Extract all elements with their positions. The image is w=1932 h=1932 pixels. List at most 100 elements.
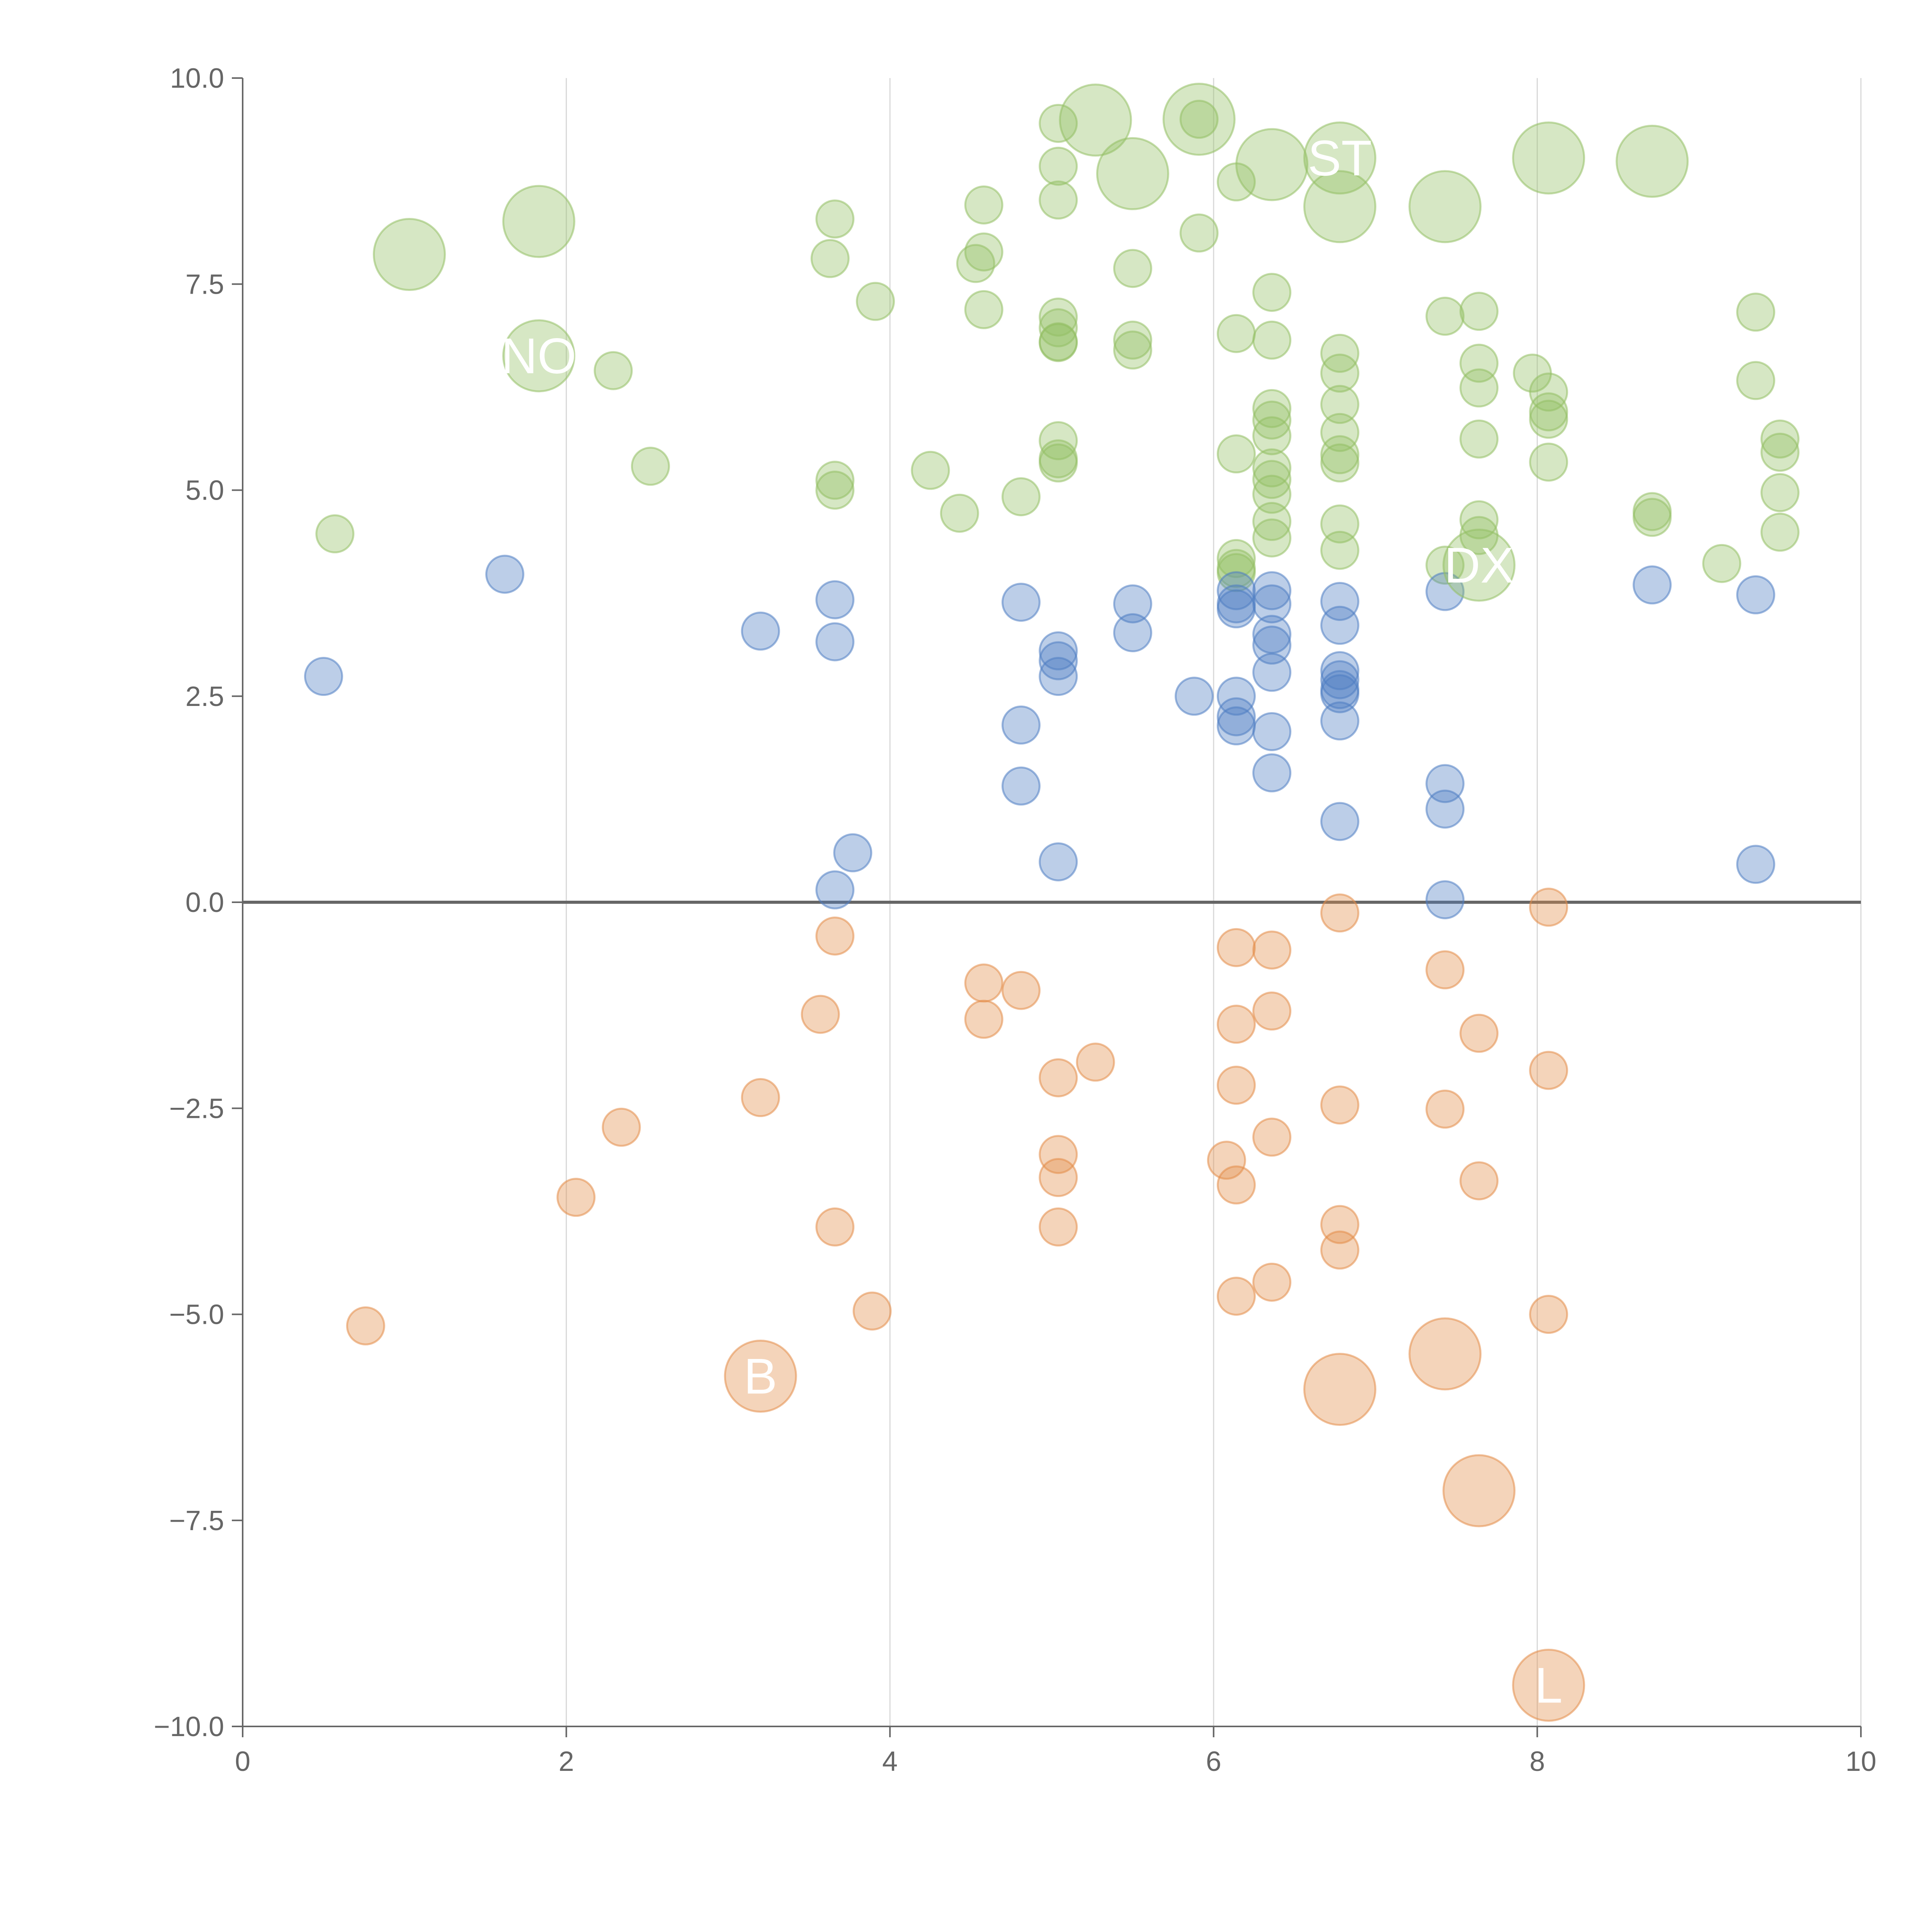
data-point-middle: [1320, 701, 1359, 741]
data-point-middle: [1216, 677, 1256, 716]
data-point-middle: [1001, 705, 1041, 745]
data-point-middle: [485, 554, 524, 594]
x-tick-label: 10: [1845, 1746, 1876, 1777]
data-point-negative: [852, 1291, 892, 1331]
data-point-negative: [1216, 1165, 1256, 1205]
y-tick-label: 5.0: [185, 475, 224, 506]
data-point-middle: [1736, 575, 1776, 614]
y-tick-label: 2.5: [185, 681, 224, 712]
bubbles-layer: [304, 100, 1800, 1345]
x-tick-label: 6: [1206, 1746, 1221, 1777]
data-point-middle: [1216, 706, 1256, 746]
x-tick-label: 2: [559, 1746, 574, 1777]
data-point-negative: [1076, 1043, 1115, 1082]
bubble-label: NO: [501, 328, 577, 384]
data-point-middle: [1252, 712, 1292, 751]
data-point-middle: [1039, 657, 1078, 696]
data-point-negative: [1216, 1066, 1256, 1105]
data-point-negative: [1252, 930, 1292, 970]
data-point-middle: [1252, 584, 1292, 624]
data-point-positive: [1702, 544, 1742, 583]
highlight-point-positive: [1059, 83, 1132, 157]
bubble-label: ST: [1308, 130, 1372, 186]
y-tick-label: −2.5: [169, 1093, 224, 1124]
data-point-positive: [1459, 500, 1499, 539]
y-tick-label: −10.0: [154, 1711, 224, 1742]
data-point-negative: [1001, 971, 1041, 1010]
data-point-positive: [1320, 531, 1359, 570]
data-point-negative: [815, 916, 855, 956]
highlight-point-negative: [1408, 1317, 1482, 1391]
data-point-middle: [1039, 641, 1078, 680]
data-point-negative: [1320, 893, 1359, 933]
x-tick-label: 4: [882, 1746, 898, 1777]
data-point-positive: [964, 185, 1003, 224]
data-point-positive: [815, 471, 855, 510]
data-point-positive: [1001, 477, 1041, 517]
data-point-positive: [911, 451, 950, 490]
data-point-middle: [815, 622, 855, 662]
data-point-negative: [556, 1178, 596, 1217]
data-point-negative: [1320, 1230, 1359, 1270]
highlight-point-positive: [1235, 128, 1309, 201]
data-point-positive: [1529, 442, 1568, 482]
bubble-labels: NO ST DX B L: [501, 130, 1563, 1713]
bubble-label: L: [1535, 1657, 1563, 1713]
data-point-negative: [1252, 1117, 1292, 1157]
y-tick-label: −7.5: [169, 1505, 224, 1536]
data-point-positive: [1425, 296, 1465, 336]
data-point-negative: [1459, 1161, 1499, 1201]
data-point-positive: [1113, 330, 1152, 370]
data-point-positive: [856, 282, 895, 321]
highlight-point-negative: [1442, 1454, 1516, 1527]
data-point-negative: [815, 1207, 855, 1247]
data-point-positive: [815, 461, 855, 500]
data-point-negative: [1216, 1005, 1256, 1044]
data-point-middle: [1633, 565, 1672, 605]
x-tick-label: 0: [235, 1746, 250, 1777]
data-point-middle: [741, 611, 780, 651]
data-point-positive: [940, 493, 979, 533]
data-point-positive: [1529, 372, 1568, 412]
data-point-middle: [1216, 589, 1256, 629]
highlight-point-positive: [1616, 124, 1689, 198]
data-point-negative: [1039, 1058, 1078, 1097]
data-point-middle: [1001, 766, 1041, 806]
y-tick-label: 7.5: [185, 269, 224, 300]
data-point-positive: [1216, 314, 1256, 353]
data-point-middle: [833, 833, 872, 872]
data-point-positive: [810, 239, 850, 278]
data-point-middle: [1425, 789, 1465, 829]
data-point-negative: [1459, 1014, 1499, 1053]
data-point-positive: [1252, 502, 1292, 541]
highlight-point-positive: [1162, 83, 1236, 156]
highlight-bubbles-layer: [372, 83, 1689, 1722]
data-point-negative: [1320, 1085, 1359, 1125]
data-point-negative: [801, 995, 840, 1034]
data-point-positive: [1320, 443, 1359, 483]
data-point-negative: [1529, 888, 1568, 927]
data-point-negative: [1207, 1141, 1246, 1180]
data-point-negative: [1252, 1262, 1292, 1302]
data-point-positive: [1320, 385, 1359, 424]
highlight-point-negative: [724, 1339, 797, 1413]
data-point-negative: [741, 1078, 780, 1117]
data-point-positive: [1459, 368, 1499, 408]
data-point-positive: [1760, 432, 1800, 472]
data-point-positive: [1113, 249, 1152, 288]
data-point-positive: [1252, 518, 1292, 558]
data-point-negative: [1425, 1089, 1465, 1129]
data-point-positive: [1039, 323, 1078, 362]
data-point-middle: [1425, 880, 1465, 920]
x-tick-label: 8: [1529, 1746, 1545, 1777]
data-point-negative: [1529, 1295, 1568, 1334]
highlight-point-positive: [502, 319, 575, 393]
bubble-label: B: [744, 1348, 777, 1404]
data-point-positive: [1039, 146, 1078, 186]
data-point-positive: [964, 290, 1003, 329]
data-point-positive: [1320, 435, 1359, 474]
data-point-middle: [1320, 674, 1359, 713]
data-point-positive: [1760, 512, 1800, 552]
data-point-positive: [594, 351, 633, 390]
